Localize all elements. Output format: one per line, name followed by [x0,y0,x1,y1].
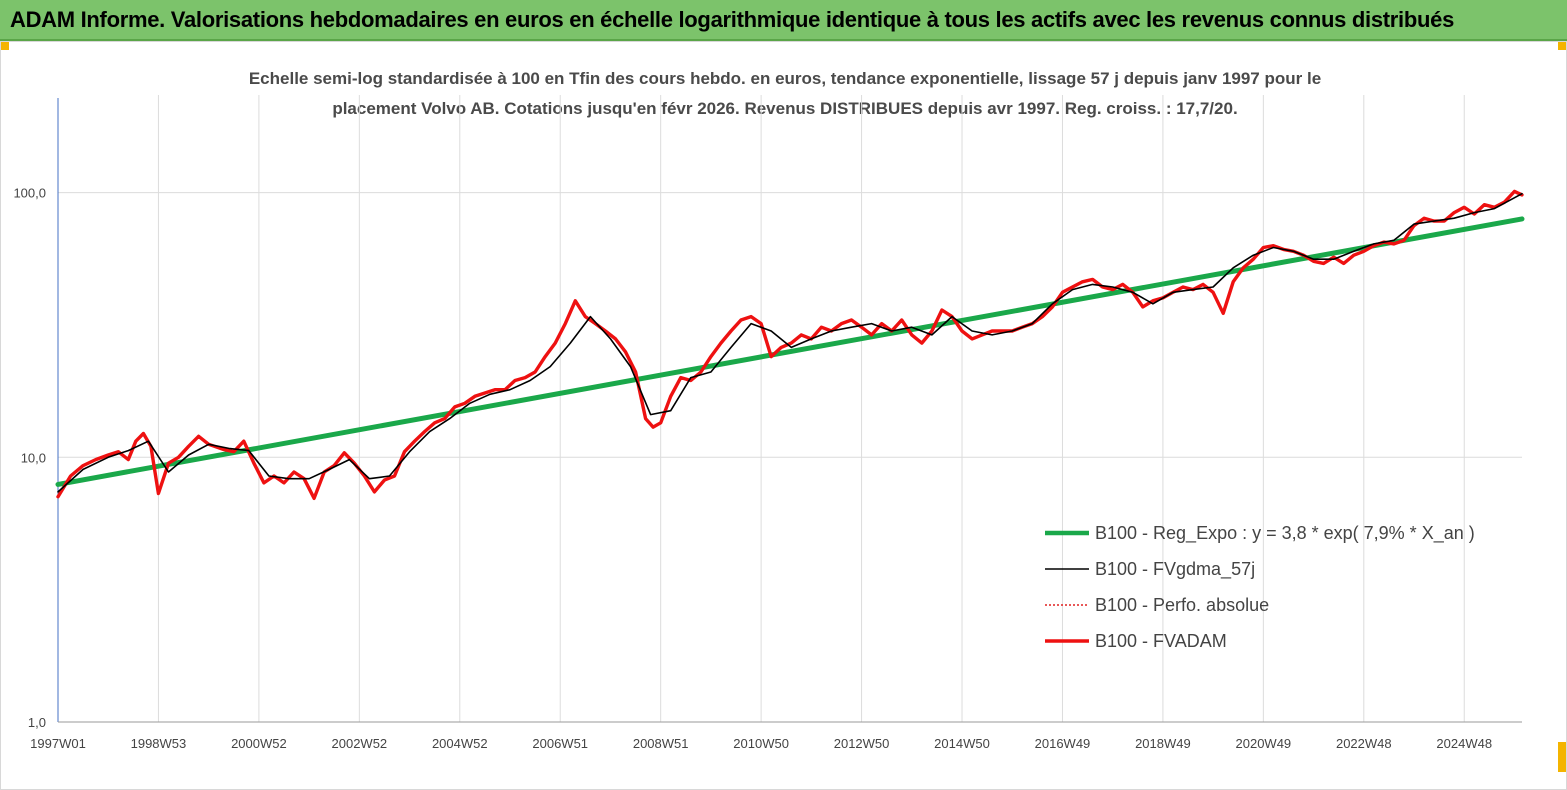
x-tick-label: 2008W51 [633,736,689,751]
corner-marker-right [1558,41,1567,50]
report-title: ADAM Informe. Valorisations hebdomadaire… [10,7,1455,32]
legend-layer: B100 - Reg_Expo : y = 3,8 * exp( 7,9% * … [1045,523,1475,651]
x-tick-label: 2006W51 [532,736,588,751]
series-line-1 [57,192,1523,493]
chart-title-line-2: placement Volvo AB. Cotations jusqu'en f… [332,99,1238,118]
y-tick-label: 10,0 [21,450,46,465]
x-tick-label: 2024W48 [1436,736,1492,751]
x-tick-label: 2016W49 [1035,736,1091,751]
x-tick-label: 2002W52 [332,736,388,751]
x-tick-label: 1998W53 [131,736,187,751]
x-tick-label: 2010W50 [733,736,789,751]
legend-label-0: B100 - Reg_Expo : y = 3,8 * exp( 7,9% * … [1095,523,1475,544]
legend-label-2: B100 - Perfo. absolue [1095,595,1269,615]
series-line-0 [55,216,1525,487]
grid-layer [58,95,1522,722]
y-tick-label: 100,0 [13,186,46,201]
series-layer [55,189,1525,500]
legend-label-3: B100 - FVADAM [1095,631,1227,651]
series-line-3 [56,189,1524,500]
x-tick-label: 2018W49 [1135,736,1191,751]
x-tick-label: 2022W48 [1336,736,1392,751]
x-tick-label: 2004W52 [432,736,488,751]
axis-layer: 1997W01 1998W53 2000W52 2002W52 2004W52 2006W… [13,98,1522,751]
x-tick-label: 2020W49 [1236,736,1292,751]
x-tick-label: 2012W50 [834,736,890,751]
title-banner: ADAM Informe. Valorisations hebdomadaire… [0,0,1567,41]
x-tick-label: 1997W01 [30,736,86,751]
corner-marker-left [0,41,9,50]
corner-marker-bottom-right [1558,742,1567,772]
x-tick-label: 2000W52 [231,736,287,751]
legend-label-1: B100 - FVgdma_57j [1095,559,1255,580]
chart-title-line-1: Echelle semi-log standardisée à 100 en T… [248,69,1322,88]
x-tick-label: 2014W50 [934,736,990,751]
y-tick-label: 1,0 [28,715,46,730]
